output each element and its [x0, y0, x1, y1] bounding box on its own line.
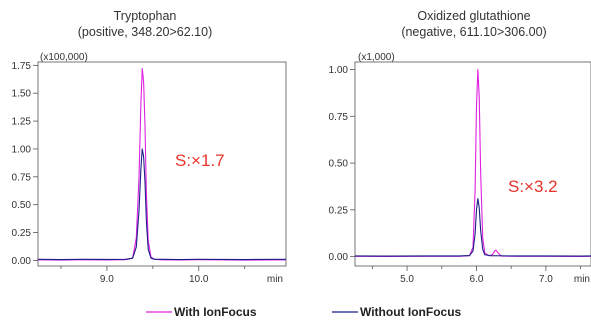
x-axis: 9.0 10.0	[60, 266, 246, 285]
x-axis-unit: min	[267, 274, 283, 285]
y-axis: 0.00 0.25 0.50 0.75 1.00 1.25 1.50 1.75	[12, 61, 38, 267]
y-multiplier-label: (x1,000)	[358, 52, 395, 63]
sensitivity-annotation: S:×1.7	[175, 151, 225, 170]
series-line-with-ionfocus	[37, 68, 287, 261]
legend-label-with-ionfocus: With IonFocus	[174, 305, 257, 319]
y-tick-label: 1.00	[329, 65, 349, 76]
x-tick-label: 10.0	[189, 274, 209, 285]
chart-panel-oxidized-glutathione: Oxidized glutathione (negative, 611.10>3…	[329, 9, 591, 285]
x-tick-label: 5.0	[400, 274, 414, 285]
y-tick-label: 1.50	[12, 89, 32, 100]
x-axis-unit: min	[574, 274, 590, 285]
y-tick-label: 0.25	[329, 205, 349, 216]
plot-frame	[354, 61, 591, 267]
y-tick-label: 0.00	[12, 256, 32, 267]
y-tick-label: 0.00	[329, 252, 349, 263]
x-axis: 5.0 6.0 7.0	[371, 266, 581, 285]
x-tick-label: 9.0	[100, 274, 114, 285]
x-tick-label: 7.0	[539, 274, 553, 285]
series-line-without-ionfocus	[37, 148, 287, 261]
legend: With IonFocus Without IonFocus	[146, 305, 462, 319]
y-multiplier-label: (x100,000)	[40, 52, 88, 63]
legend-label-without-ionfocus: Without IonFocus	[360, 305, 462, 319]
y-tick-label: 1.75	[12, 61, 32, 72]
sensitivity-annotation: S:×3.2	[508, 177, 558, 196]
y-tick-label: 1.25	[12, 117, 32, 128]
series-line-without-ionfocus	[354, 198, 591, 257]
y-tick-label: 0.75	[12, 172, 32, 183]
series-group	[37, 68, 287, 261]
panel-title: Tryptophan	[114, 9, 177, 23]
y-tick-label: 0.50	[329, 159, 349, 170]
y-axis: 0.00 0.25 0.50 0.75 1.00	[329, 65, 355, 263]
series-line-with-ionfocus	[354, 68, 591, 258]
x-tick-label: 6.0	[470, 274, 484, 285]
y-tick-label: 1.00	[12, 144, 32, 155]
plot-frame	[37, 61, 287, 267]
series-group	[354, 68, 591, 258]
y-tick-label: 0.25	[12, 228, 32, 239]
panel-title: Oxidized glutathione	[417, 9, 530, 23]
panel-subtitle: (positive, 348.20>62.10)	[78, 25, 212, 39]
y-tick-label: 0.75	[329, 112, 349, 123]
y-tick-label: 0.50	[12, 200, 32, 211]
panel-subtitle: (negative, 611.10>306.00)	[401, 25, 546, 39]
chart-panel-tryptophan: Tryptophan (positive, 348.20>62.10) (x10…	[12, 9, 287, 285]
